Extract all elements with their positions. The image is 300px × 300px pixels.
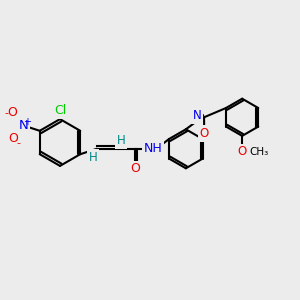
Text: O: O (200, 127, 209, 140)
Text: NH: NH (143, 142, 162, 155)
Text: Cl: Cl (54, 104, 66, 117)
Text: H: H (116, 134, 125, 147)
Text: N: N (18, 119, 28, 132)
Text: H: H (89, 151, 98, 164)
Text: O: O (130, 162, 140, 176)
Text: +: + (23, 116, 31, 127)
Text: O: O (7, 106, 17, 119)
Text: O: O (8, 131, 18, 145)
Text: N: N (193, 109, 202, 122)
Text: O: O (238, 145, 247, 158)
Text: -: - (17, 138, 21, 148)
Text: -: - (4, 108, 8, 118)
Text: CH₃: CH₃ (250, 147, 269, 157)
